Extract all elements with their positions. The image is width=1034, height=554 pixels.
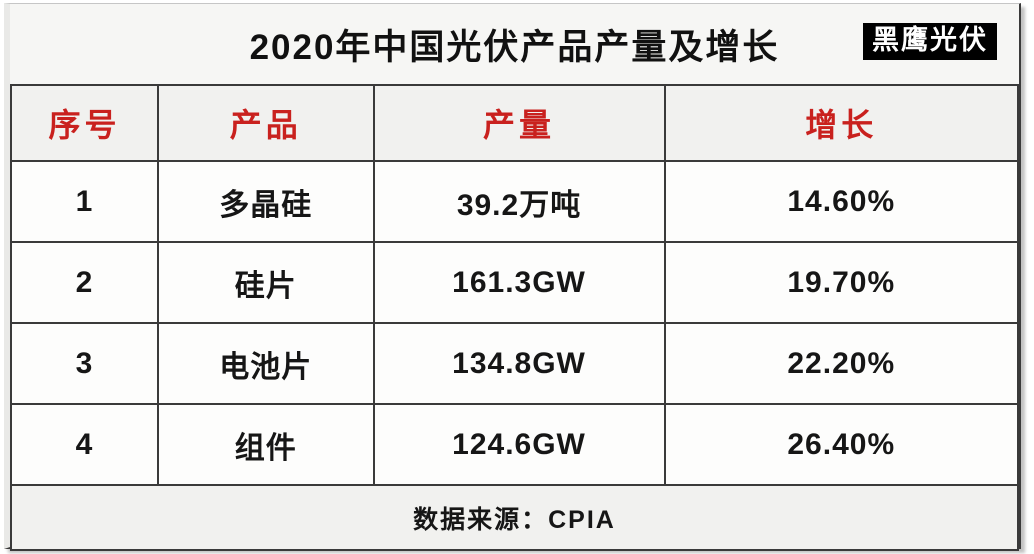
table-row: 1 多晶硅 39.2万吨 14.60%	[9, 160, 1020, 243]
cell-serial: 3	[9, 322, 160, 405]
cell-growth: 14.60%	[663, 160, 1020, 243]
header-serial: 序号	[9, 84, 160, 162]
cell-product: 多晶硅	[157, 160, 375, 243]
table-header-row: 序号 产品 产量 增长	[9, 84, 1020, 162]
table-row: 3 电池片 134.8GW 22.20%	[9, 322, 1020, 405]
cell-output: 39.2万吨	[372, 160, 666, 243]
table-row: 2 硅片 161.3GW 19.70%	[9, 241, 1020, 324]
cell-product: 电池片	[157, 322, 375, 405]
header-growth: 增长	[663, 84, 1020, 162]
data-source-note: 数据来源：CPIA	[10, 484, 1019, 551]
cell-output: 161.3GW	[372, 241, 666, 324]
cell-serial: 1	[9, 160, 160, 243]
cell-product: 硅片	[157, 241, 375, 324]
header-product: 产品	[157, 84, 375, 162]
table-footer-row: 数据来源：CPIA	[10, 484, 1019, 551]
brand-badge: 黑鹰光伏	[863, 23, 997, 60]
cell-growth: 26.40%	[663, 403, 1020, 486]
cell-product: 组件	[157, 403, 375, 486]
cell-output: 124.6GW	[372, 403, 666, 486]
table-sheet: 2020年中国光伏产品产量及增长 黑鹰光伏 序号 产品 产量 增长 1 多晶硅 …	[4, 3, 1021, 551]
cell-serial: 4	[9, 403, 160, 486]
cell-output: 134.8GW	[372, 322, 666, 405]
table-row: 4 组件 124.6GW 26.40%	[9, 403, 1020, 486]
cell-growth: 22.20%	[663, 322, 1020, 405]
title-bar: 2020年中国光伏产品产量及增长 黑鹰光伏	[10, 4, 1019, 84]
cell-growth: 19.70%	[663, 241, 1020, 324]
cell-serial: 2	[9, 241, 160, 324]
header-output: 产量	[372, 84, 666, 162]
page-title: 2020年中国光伏产品产量及增长	[249, 27, 780, 67]
pv-output-table: 序号 产品 产量 增长 1 多晶硅 39.2万吨 14.60% 2 硅片 161…	[9, 84, 1020, 551]
